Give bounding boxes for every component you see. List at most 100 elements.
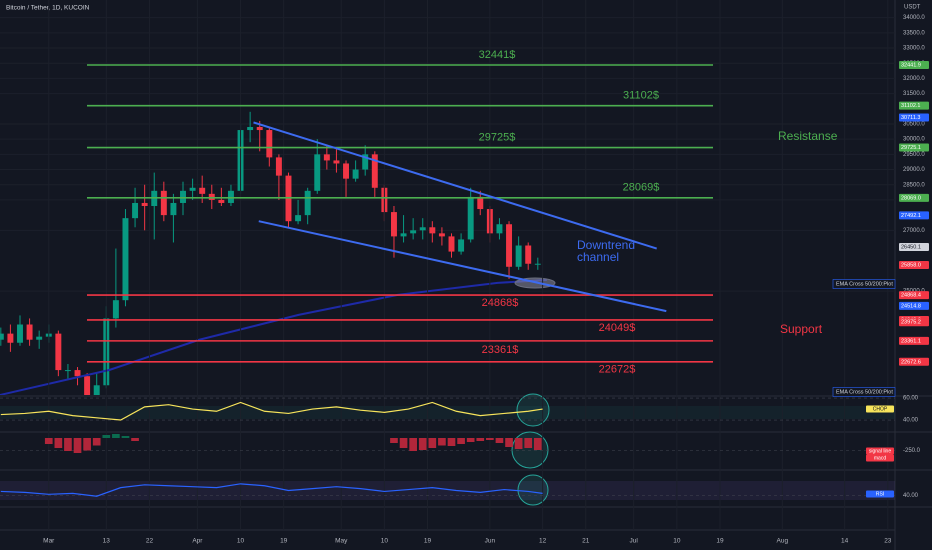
indicator-tag-label: macd [874,455,886,461]
candle-body [55,333,62,371]
candle-body [438,233,445,237]
price-tag-label: 26450.1 [901,244,921,250]
level-label: 23361$ [482,344,519,356]
price-tag [899,357,929,366]
candle-body [314,154,321,191]
candle-body [84,376,91,395]
y-tick-label: 31500.0 [903,91,925,97]
x-tick-label: 19 [280,538,288,545]
y-tick-label: 40.00 [903,493,919,499]
histogram-bar [83,438,91,451]
price-tag-label: 25858.0 [901,262,921,268]
indicator-tag [866,447,894,455]
candle-body [208,193,215,200]
x-tick-label: Apr [192,538,203,545]
x-tick-label: 23 [884,538,892,545]
y-tick-label: 27000.0 [903,228,925,234]
y-tick-label: 29500.0 [903,152,925,158]
candle-body [180,190,186,203]
histogram-bar [428,438,437,448]
candle-body [189,187,196,191]
annotation: Downtrend [577,238,635,252]
candle-body [371,154,378,188]
candle-body [525,245,532,264]
histogram-bar [533,438,542,450]
price-tag [899,243,929,252]
histogram-bar [131,438,139,441]
candle-body [448,236,455,252]
candle-body [534,263,541,265]
candle-body [36,336,43,340]
candle-body [266,130,273,158]
price-tag [899,318,929,327]
candle-body [506,224,513,267]
y-tick-label: 32000.0 [903,76,925,82]
trendline [253,121,658,250]
candle-body [112,300,119,319]
trendline [258,220,667,313]
x-tick-label: Aug [777,538,789,545]
x-tick-label: Mar [43,538,55,545]
price-tag [899,143,929,152]
candle-body [275,157,282,176]
histogram-bar [418,438,427,450]
histogram-bar [476,438,485,441]
x-tick-label: Jul [630,538,639,545]
histogram-bar [44,438,53,444]
x-tick-label: 12 [539,538,547,545]
histogram-bar [447,438,456,446]
y-tick-label: 28500.0 [903,182,925,188]
indicator-tag [866,490,894,498]
price-tag [899,336,929,345]
candle-body [218,199,225,203]
indicator-tag [866,405,894,413]
candle-body [419,227,426,231]
price-tag [899,193,929,202]
x-tick-label: 10 [381,538,389,545]
price-tag-label: 31102.1 [901,103,920,109]
candle-body [400,233,407,237]
candle-body [410,230,417,234]
x-tick-label: Jun [485,538,496,545]
candle-body [122,218,129,301]
x-tick-label: 10 [237,538,245,545]
price-tag [899,211,929,220]
currency-label: USDT [904,5,921,11]
candle-body [352,169,359,179]
level-label: 31102$ [623,90,659,102]
chart-title: Bitcoin / Tether, 1D, KUCOIN [6,5,90,12]
price-tag-label: 30711.3 [901,115,920,121]
histogram-bar [121,436,130,438]
candle-body [64,370,71,372]
histogram-bar [390,438,398,443]
candle-body [477,196,484,210]
indicator-tag-label: CHOP [873,406,888,412]
price-tag-label: 23975.2 [901,320,921,326]
y-tick-label: 30500.0 [903,122,925,128]
histogram-bar [495,438,504,443]
y-tick-label: 29000.0 [903,167,925,173]
histogram-bar [505,438,513,447]
y-tick-label: 30000.0 [903,137,925,143]
ema-tag-label: EMA Cross 50/200:Plot [836,389,893,395]
level-label: 24049$ [599,322,636,334]
annotation: Resistanse [778,129,838,143]
price-tag-label: 32441.9 [901,62,921,68]
candle-body [429,227,436,234]
ema-tag-label: EMA Cross 50/200:Plot [836,281,893,287]
price-tag-label: 29725.1 [901,145,921,151]
candle-body [247,127,254,131]
candle-body [458,239,465,252]
histogram-bar [73,438,82,453]
indicator-line [0,483,543,497]
y-tick-label: 34000.0 [903,15,925,21]
y-tick-label: 40.00 [903,418,919,424]
candle-body [496,224,503,234]
level-label: 24868$ [482,297,519,309]
y-tick-label: 33500.0 [903,30,925,36]
price-tag [899,113,929,122]
candle-body [343,163,349,179]
x-tick-label: 19 [716,538,724,545]
y-tick-label: -250.0 [903,448,921,454]
histogram-bar [399,438,408,448]
